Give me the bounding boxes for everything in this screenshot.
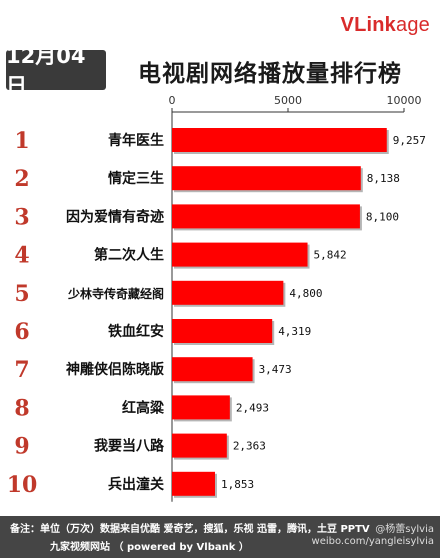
bar xyxy=(172,166,361,191)
rank-number: 5 xyxy=(14,281,29,307)
data-label: 8,138 xyxy=(367,172,400,185)
category-label: 第二次人生 xyxy=(94,247,164,264)
watermark-url: weibo.com/yangleisylvia xyxy=(311,536,434,547)
bar xyxy=(172,471,215,496)
chart-header: 12月04日 电视剧网络播放量排行榜 xyxy=(0,44,440,98)
bar xyxy=(172,242,308,267)
bar xyxy=(172,319,273,343)
rank-number: 4 xyxy=(14,243,29,269)
bar xyxy=(172,128,387,152)
x-tick-label: 5000 xyxy=(274,94,302,107)
category-label: 青年医生 xyxy=(108,132,164,149)
logo-letters-link: Link xyxy=(354,14,397,36)
category-label: 我要当八路 xyxy=(94,438,165,455)
logo-letter-v: V xyxy=(340,14,355,36)
category-label: 因为爱情有奇迹 xyxy=(66,208,164,225)
bar xyxy=(172,433,227,458)
date-badge: 12月04日 xyxy=(6,44,106,98)
category-label: 铁血红安 xyxy=(108,323,164,340)
bar xyxy=(172,357,253,382)
vlinkage-logo: VLinkage xyxy=(341,14,430,37)
data-label: 3,473 xyxy=(259,363,292,376)
rank-number: 6 xyxy=(14,319,29,345)
data-label: 4,800 xyxy=(289,287,322,300)
data-label: 8,100 xyxy=(366,210,399,223)
x-tick-label: 10000 xyxy=(387,94,422,107)
x-tick-label: 0 xyxy=(169,94,176,107)
data-label: 2,493 xyxy=(236,401,269,414)
category-label: 情定三生 xyxy=(108,170,164,187)
category-label: 神雕侠侣陈晓版 xyxy=(66,361,164,378)
watermark-handle: @杨蕾sylvia xyxy=(375,524,434,535)
bar xyxy=(172,280,284,305)
data-label: 1,853 xyxy=(221,478,254,491)
data-label: 5,842 xyxy=(314,249,347,262)
rank-number: 2 xyxy=(14,166,29,192)
category-label: 兵出潼关 xyxy=(108,476,164,493)
rank-number: 7 xyxy=(14,357,29,383)
category-label: 少林寺传奇藏经阁 xyxy=(67,286,164,301)
rank-number: 1 xyxy=(14,128,29,154)
bar-chart: 0 5000 10000 9,257 青年医生 1 8,138 情定三生 2 8,100 因为爱情有… xyxy=(7,94,426,502)
data-label: 2,363 xyxy=(233,440,266,453)
logo-letters-age: age xyxy=(396,14,430,36)
category-label: 红高粱 xyxy=(122,399,165,416)
chart-title: 电视剧网络播放量排行榜 xyxy=(138,61,402,87)
footer-note-line2: 九家视频网站 （ powered by Vlbank ） xyxy=(50,542,249,553)
bar xyxy=(172,395,230,420)
footer-note-line1: 备注：单位（万次）数据来自优酷 爱奇艺，搜狐，乐视 迅雷，腾讯，土豆 PPTV xyxy=(10,524,370,535)
rank-number: 3 xyxy=(14,204,29,230)
rank-number: 8 xyxy=(14,395,29,421)
bar xyxy=(172,204,360,229)
data-label: 9,257 xyxy=(393,134,426,147)
rank-number: 10 xyxy=(7,472,38,498)
footer-note: 备注：单位（万次）数据来自优酷 爱奇艺，搜狐，乐视 迅雷，腾讯，土豆 PPTV … xyxy=(0,516,440,558)
data-label: 4,319 xyxy=(278,325,311,338)
rank-number: 9 xyxy=(14,434,29,460)
